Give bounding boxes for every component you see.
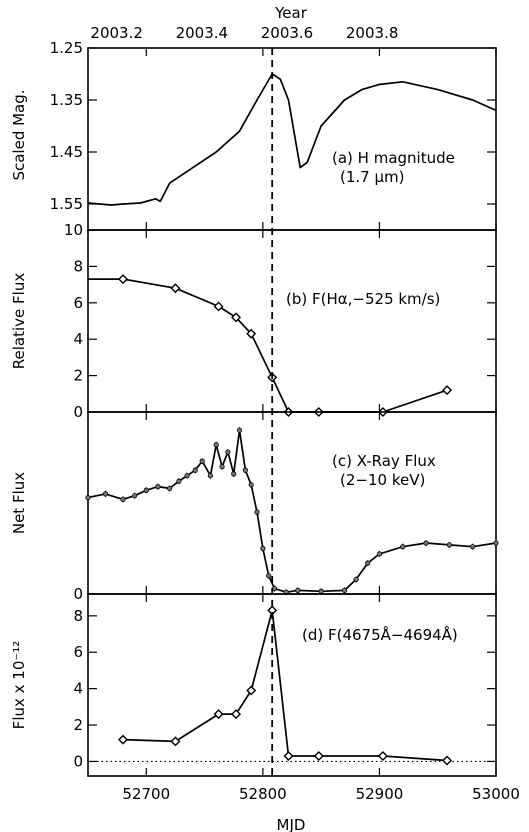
data-point-d-9 — [442, 755, 453, 766]
data-point-c-15 — [231, 471, 237, 477]
annotation-b-0: (b) F(Hα,−525 km/s) — [286, 290, 440, 308]
data-point-c-25 — [318, 588, 324, 594]
data-point-c-30 — [400, 544, 406, 550]
data-point-c-13 — [219, 463, 225, 470]
data-point-c-0 — [85, 494, 91, 501]
data-point-c-4 — [143, 487, 149, 493]
data-point-d-7 — [313, 750, 324, 761]
x-tick-label-2: 52900 — [356, 785, 404, 803]
y-tick-label-d-1: 2 — [73, 716, 83, 734]
annotation-c-1: (2−10 keV) — [340, 471, 425, 489]
data-point-c-6 — [167, 485, 173, 492]
data-point-b-3 — [231, 312, 242, 323]
top-tick-label-1: 2003.4 — [176, 24, 229, 42]
data-point-c-3 — [132, 493, 138, 499]
annotation-a-1: (1.7 μm) — [340, 168, 404, 186]
y-tick-label-a-1: 1.35 — [50, 91, 83, 109]
y-tick-label-b-0: 0 — [73, 403, 83, 421]
panel-d-frame — [87, 593, 497, 777]
y-tick-label-b-5: 10 — [64, 221, 83, 239]
data-point-c-20 — [260, 545, 266, 552]
data-point-c-28 — [365, 560, 371, 566]
data-point-c-34 — [493, 540, 499, 546]
top-tick-label-3: 2003.8 — [346, 24, 399, 42]
x-tick-label-1: 52800 — [239, 785, 287, 803]
x-axis-title: MJD — [277, 816, 306, 832]
top-axis: Year 2003.2 2003.4 2003.6 2003.8 — [90, 4, 398, 42]
data-point-c-1 — [102, 491, 109, 497]
panel-c-frame — [87, 411, 497, 595]
data-point-d-0 — [117, 734, 128, 745]
data-point-c-2 — [120, 496, 126, 502]
data-point-c-8 — [184, 473, 190, 479]
data-point-c-10 — [199, 458, 205, 464]
data-point-b-4 — [246, 328, 257, 339]
data-point-d-8 — [377, 750, 388, 761]
data-point-c-14 — [225, 449, 231, 455]
data-point-c-31 — [423, 540, 429, 546]
top-axis-title: Year — [274, 4, 308, 22]
annotation-a-0: (a) H magnitude — [332, 149, 455, 167]
data-point-c-27 — [353, 576, 359, 583]
data-point-d-2 — [213, 709, 224, 720]
data-point-c-29 — [376, 551, 383, 557]
y-tick-label-a-2: 1.45 — [50, 143, 83, 161]
data-point-b-9 — [442, 385, 453, 396]
data-point-b-0 — [117, 274, 128, 285]
data-point-d-5 — [267, 605, 278, 616]
data-point-c-21 — [266, 573, 272, 579]
data-point-c-11 — [207, 473, 213, 479]
data-point-b-1 — [170, 283, 181, 294]
top-tick-label-0: 2003.2 — [90, 24, 143, 42]
data-point-c-17 — [242, 467, 248, 473]
data-point-c-18 — [248, 482, 254, 488]
data-point-c-24 — [295, 587, 301, 593]
data-point-c-33 — [470, 544, 476, 550]
y-tick-label-b-4: 8 — [73, 257, 83, 275]
series-line-a — [87, 73, 497, 206]
data-point-d-4 — [246, 685, 257, 696]
panel-d: 0 2 4 6 8 Flux x 10⁻¹² (d) F(4675Å−4694Å) — [10, 593, 497, 777]
y-tick-label-c-0: 0 — [73, 585, 83, 603]
y-tick-label-d-0: 0 — [73, 752, 83, 770]
panels: 1.25 1.35 1.45 1.55 Scaled Mag. (a) H magnitu… — [10, 39, 499, 777]
y-tick-label-d-4: 8 — [73, 607, 83, 625]
panel-a: 1.25 1.35 1.45 1.55 Scaled Mag. (a) H magnitu… — [10, 39, 497, 231]
x-tick-label-3: 53000 — [472, 785, 520, 803]
annotation-c-0: (c) X-Ray Flux — [332, 452, 436, 470]
y-axis-title-a: Scaled Mag. — [10, 89, 28, 180]
annotation-d-0: (d) F(4675Å−4694Å) — [302, 625, 458, 644]
data-point-b-2 — [213, 301, 224, 312]
data-point-d-6 — [283, 750, 294, 761]
series-line-d — [122, 609, 448, 762]
bottom-axis: MJD 52700 52800 52900 53000 — [122, 785, 519, 832]
panel-a-frame — [87, 47, 497, 231]
data-point-c-9 — [192, 467, 198, 473]
data-point-c-7 — [176, 478, 182, 484]
data-point-c-12 — [213, 442, 219, 448]
data-point-c-19 — [254, 509, 260, 515]
y-tick-label-a-0: 1.25 — [50, 39, 83, 57]
y-tick-label-b-3: 6 — [73, 294, 83, 312]
y-tick-label-b-1: 2 — [73, 367, 83, 385]
panel-b: 0 2 4 6 8 10 Relative Flux (b) F(Hα,−525 km/s) — [10, 221, 497, 421]
y-tick-label-d-3: 6 — [73, 643, 83, 661]
data-point-c-26 — [341, 587, 348, 593]
y-axis-title-d: Flux x 10⁻¹² — [10, 641, 28, 730]
y-tick-label-a-3: 1.55 — [50, 195, 83, 213]
y-axis-title-b: Relative Flux — [10, 273, 28, 370]
top-tick-label-2: 2003.6 — [261, 24, 314, 42]
data-point-c-5 — [155, 484, 161, 490]
y-tick-label-b-2: 4 — [73, 330, 83, 348]
data-point-d-3 — [231, 709, 242, 720]
x-tick-label-0: 52700 — [122, 785, 170, 803]
data-point-d-1 — [170, 736, 181, 747]
panel-c: 0 Net Flux (c) X-Ray Flux(2−10 keV) — [10, 411, 499, 603]
y-axis-title-c: Net Flux — [10, 472, 28, 534]
data-point-c-16 — [236, 427, 243, 433]
panel-b-frame — [87, 229, 497, 413]
data-point-c-32 — [446, 542, 452, 548]
y-tick-label-d-2: 4 — [73, 680, 83, 698]
